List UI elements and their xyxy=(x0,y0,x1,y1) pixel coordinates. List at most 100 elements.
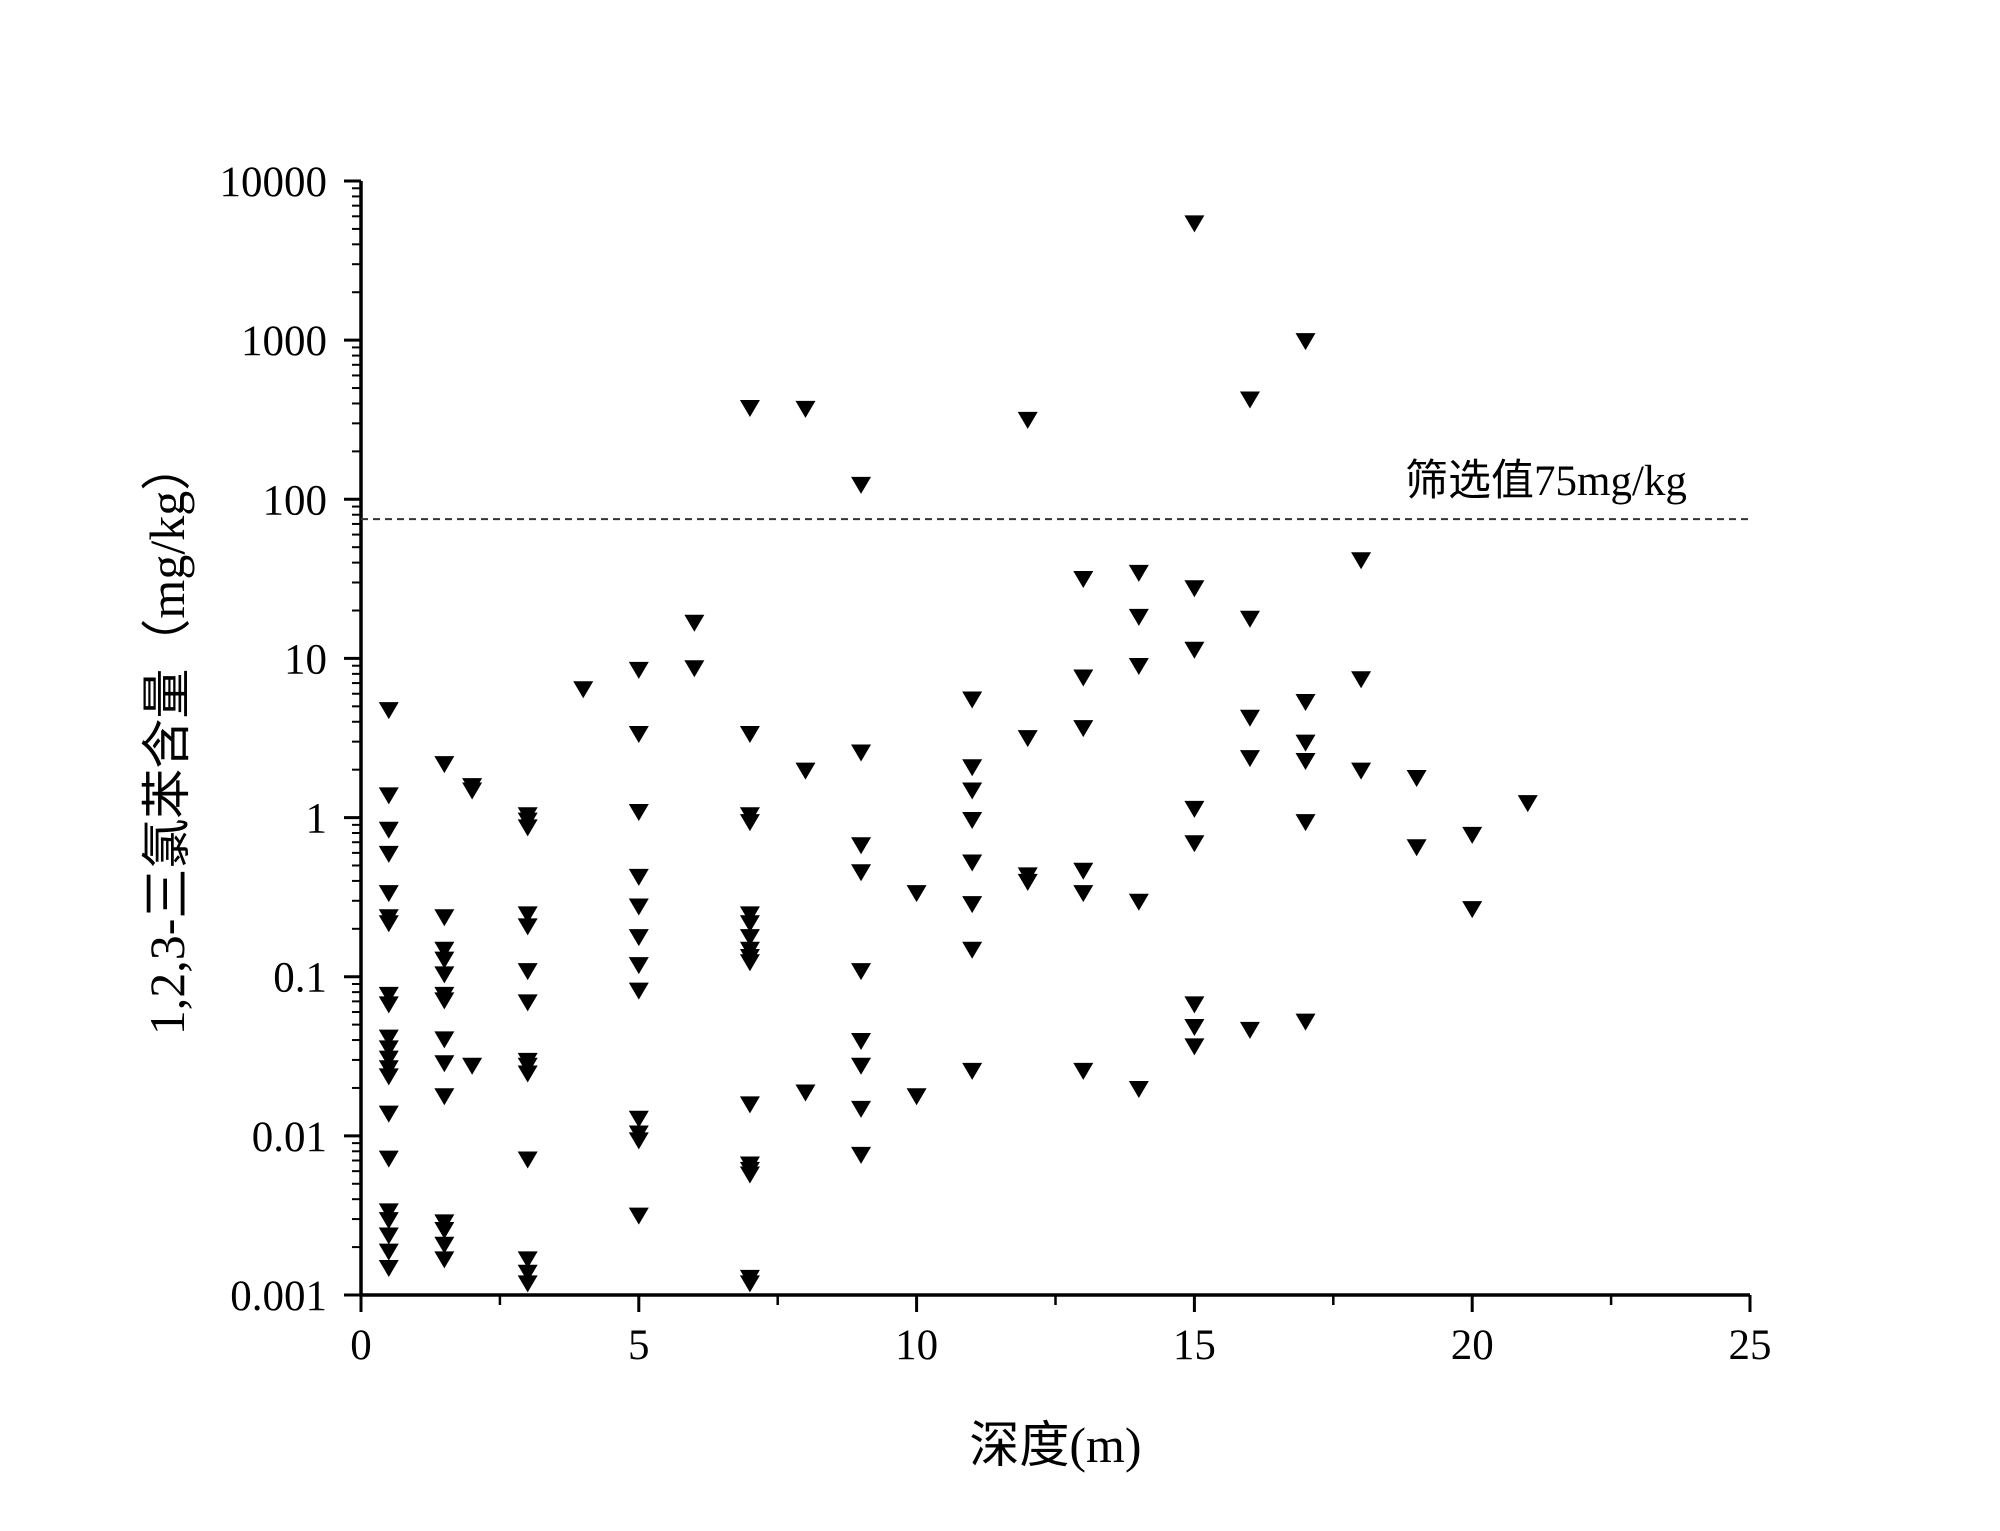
data-point xyxy=(1073,885,1094,903)
data-point xyxy=(962,782,983,800)
data-point xyxy=(1239,1021,1260,1039)
data-point xyxy=(851,1146,872,1164)
data-point xyxy=(378,986,399,1004)
data-point xyxy=(962,854,983,872)
data-point xyxy=(434,756,455,774)
x-tick-label: 5 xyxy=(628,1322,650,1369)
y-axis-title: 1,2,3-三氯苯含量（mg/kg） xyxy=(139,441,195,1035)
x-tick-label: 15 xyxy=(1173,1322,1216,1369)
data-point xyxy=(1295,694,1316,712)
data-point xyxy=(962,759,983,777)
data-point xyxy=(1184,1038,1205,1056)
data-point xyxy=(962,941,983,959)
data-point xyxy=(851,864,872,882)
y-tick-label: 100 xyxy=(263,477,328,524)
data-point xyxy=(1295,1013,1316,1031)
data-point xyxy=(1128,564,1149,582)
data-point xyxy=(628,1110,649,1128)
data-point xyxy=(739,929,760,947)
data-point xyxy=(1073,720,1094,738)
data-point xyxy=(378,1227,399,1245)
y-tick-label: 1 xyxy=(306,796,328,843)
x-tick-label: 20 xyxy=(1451,1322,1494,1369)
data-point xyxy=(1128,1080,1149,1098)
data-point xyxy=(628,661,649,679)
data-point xyxy=(739,814,760,832)
data-point xyxy=(434,1236,455,1254)
data-point xyxy=(1239,391,1260,409)
y-tick-label: 0.1 xyxy=(273,955,327,1002)
axes: 0 5 10 15 20 25 0.001 0.01 0.1 1 10 100 1000 10000 xyxy=(220,159,1772,1369)
data-point xyxy=(378,1050,399,1068)
data-point xyxy=(378,1068,399,1086)
data-point xyxy=(434,1031,455,1049)
data-point xyxy=(378,915,399,933)
data-point xyxy=(739,1275,760,1293)
y-tick-label: 1000 xyxy=(241,318,327,365)
data-point xyxy=(851,1057,872,1075)
data-point xyxy=(1073,1062,1094,1080)
data-point xyxy=(1017,411,1038,429)
data-point xyxy=(1017,730,1038,748)
data-point xyxy=(462,1057,483,1075)
data-point xyxy=(739,906,760,924)
data-point xyxy=(378,1243,399,1261)
data-point xyxy=(1351,762,1372,780)
data-point xyxy=(628,868,649,886)
data-point xyxy=(739,1166,760,1184)
data-point xyxy=(684,660,705,678)
data-point xyxy=(1517,795,1538,813)
data-point xyxy=(517,963,538,981)
data-point xyxy=(378,1150,399,1168)
data-point xyxy=(739,725,760,743)
data-point xyxy=(378,996,399,1014)
data-point xyxy=(378,821,399,839)
data-point xyxy=(628,957,649,975)
data-point xyxy=(517,1065,538,1083)
data-point xyxy=(1295,333,1316,351)
data-point xyxy=(378,885,399,903)
data-point xyxy=(628,982,649,1000)
data-point xyxy=(628,1207,649,1225)
data-point xyxy=(434,966,455,984)
data-point xyxy=(378,1259,399,1277)
data-point xyxy=(628,1132,649,1150)
data-point xyxy=(378,1105,399,1123)
data-point xyxy=(462,782,483,800)
data-point xyxy=(434,1251,455,1269)
data-point xyxy=(1295,814,1316,832)
y-tick-label: 10000 xyxy=(220,159,328,206)
y-tick-label: 10 xyxy=(284,636,327,683)
data-point xyxy=(1184,800,1205,818)
data-point xyxy=(1184,215,1205,233)
data-point xyxy=(739,915,760,933)
data-point xyxy=(517,819,538,837)
data-point xyxy=(517,1264,538,1282)
data-point xyxy=(1239,709,1260,727)
data-point xyxy=(1128,893,1149,911)
data-point xyxy=(434,1221,455,1239)
data-point xyxy=(851,1100,872,1118)
data-point xyxy=(1073,669,1094,687)
data-point xyxy=(1128,608,1149,626)
data-point xyxy=(962,691,983,709)
data-point xyxy=(517,906,538,924)
data-point xyxy=(1184,580,1205,598)
data-point xyxy=(378,702,399,720)
data-point xyxy=(906,885,927,903)
data-point xyxy=(739,400,760,418)
data-point xyxy=(517,918,538,936)
x-tick-label: 25 xyxy=(1729,1322,1772,1369)
data-point xyxy=(434,1055,455,1073)
data-point xyxy=(573,681,594,699)
data-point xyxy=(1184,1019,1205,1037)
data-point xyxy=(1295,753,1316,771)
x-axis-title: 深度(m) xyxy=(969,1417,1141,1473)
data-point xyxy=(517,1251,538,1269)
data-point xyxy=(795,1084,816,1102)
data-point xyxy=(434,951,455,969)
data-point xyxy=(851,963,872,981)
data-point xyxy=(1017,873,1038,891)
data-point xyxy=(628,898,649,916)
